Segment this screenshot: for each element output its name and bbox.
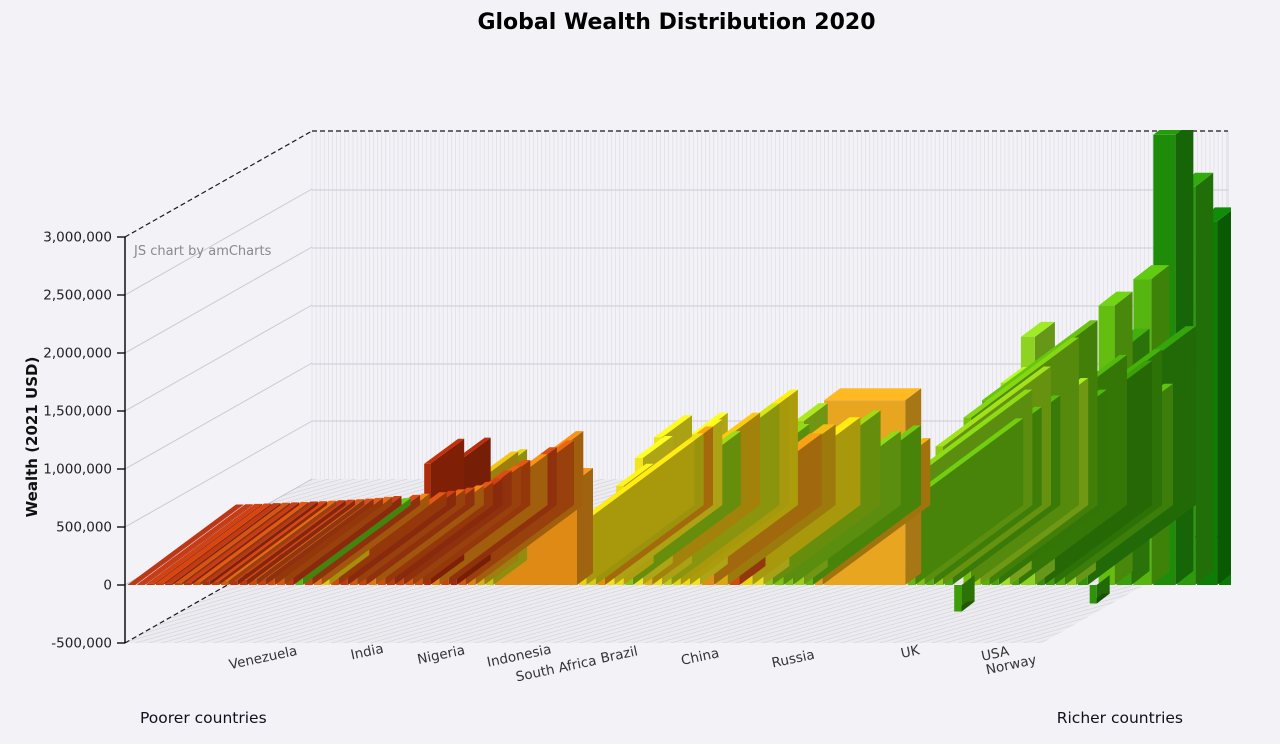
x-label-india: India [349,641,385,664]
bar[interactable] [174,502,290,585]
chart-title: Global Wealth Distribution 2020 [477,10,876,35]
y-tick-label: 3,000,000 [43,230,112,246]
y-tick-label: 2,000,000 [43,346,112,362]
y-tick-label: 1,000,000 [43,462,112,478]
bar[interactable] [165,503,281,585]
x-label-venezuela: Venezuela [228,643,299,673]
amcharts-watermark[interactable]: JS chart by amCharts [134,244,272,259]
x-label-uk: UK [899,642,922,662]
y-tick-label: 1,500,000 [43,404,112,420]
bar[interactable] [146,503,262,585]
annotation-poorer-countries: Poorer countries [140,709,267,727]
bar[interactable] [137,504,253,585]
annotation-richer-countries: Richer countries [1056,709,1183,727]
y-tick-label: 2,500,000 [43,288,112,304]
x-label-brazil: Brazil [599,643,639,666]
y-tick-label: 0 [103,578,112,594]
bar[interactable] [954,575,975,612]
bar[interactable] [183,502,300,585]
x-label-russia: Russia [770,647,816,672]
x-label-usa: USA [980,643,1011,665]
x-label-nigeria: Nigeria [416,642,467,668]
bar[interactable] [1089,575,1110,604]
y-axis: 3,000,000 2,500,000 2,000,000 1,500,000 1,00… [43,230,126,652]
bar[interactable] [155,503,272,585]
y-tick-label: -500,000 [51,636,112,652]
y-tick-label: 500,000 [56,520,112,536]
bars [128,130,1231,612]
x-label-china: China [680,645,721,669]
bar[interactable] [128,504,244,585]
y-axis-title: Wealth (2021 USD) [23,356,41,518]
